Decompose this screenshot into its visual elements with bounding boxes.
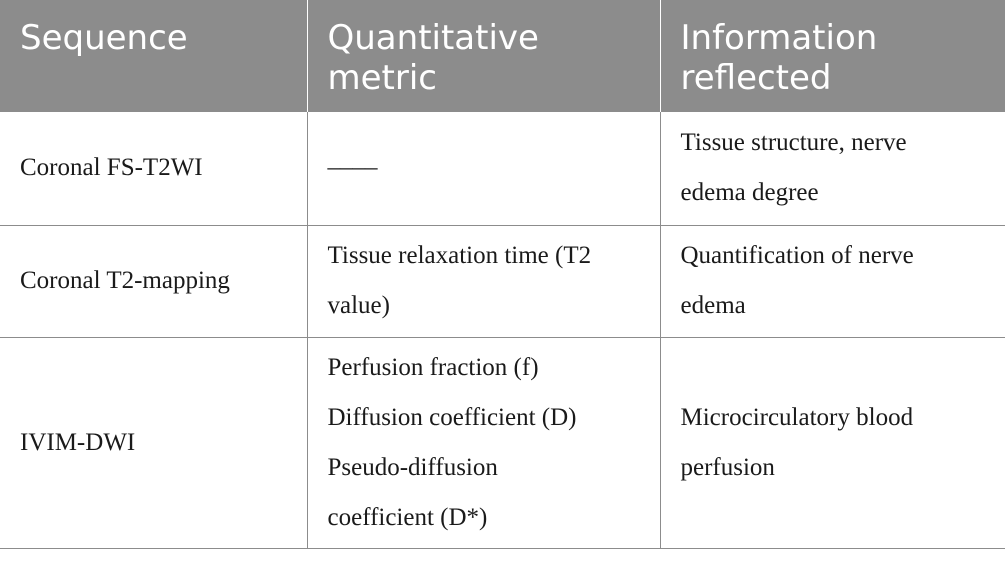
cell-metric: Tissue relaxation time (T2 value) [307,225,661,338]
table-row: Coronal FS-T2WI –––– Tissue structure, n… [0,112,1005,226]
table-row: Coronal T2-mapping Tissue relaxation tim… [0,225,1005,338]
cell-info: Quantification of nerve edema [660,225,1005,338]
table-row: IVIM-DWI Perfusion fraction (f) Diffusio… [0,337,1005,549]
cell-info: Microcirculatory blood perfusion [660,337,1005,549]
data-table-container: Sequence Quantitative metric Information… [0,0,1005,549]
header-sequence: Sequence [0,0,308,112]
header-information-reflected: Information reflected [660,0,1005,112]
header-quantitative-metric: Quantitative metric [307,0,661,112]
cell-info: Tissue structure, nerve edema degree [660,112,1005,226]
sequence-metrics-table: Sequence Quantitative metric Information… [0,0,1005,549]
cell-sequence: IVIM-DWI [0,337,308,549]
cell-sequence: Coronal T2-mapping [0,225,308,338]
cell-metric: –––– [307,112,661,226]
cell-sequence: Coronal FS-T2WI [0,112,308,226]
table-header-row: Sequence Quantitative metric Information… [0,0,1005,112]
cell-metric: Perfusion fraction (f) Diffusion coeffic… [307,337,661,549]
